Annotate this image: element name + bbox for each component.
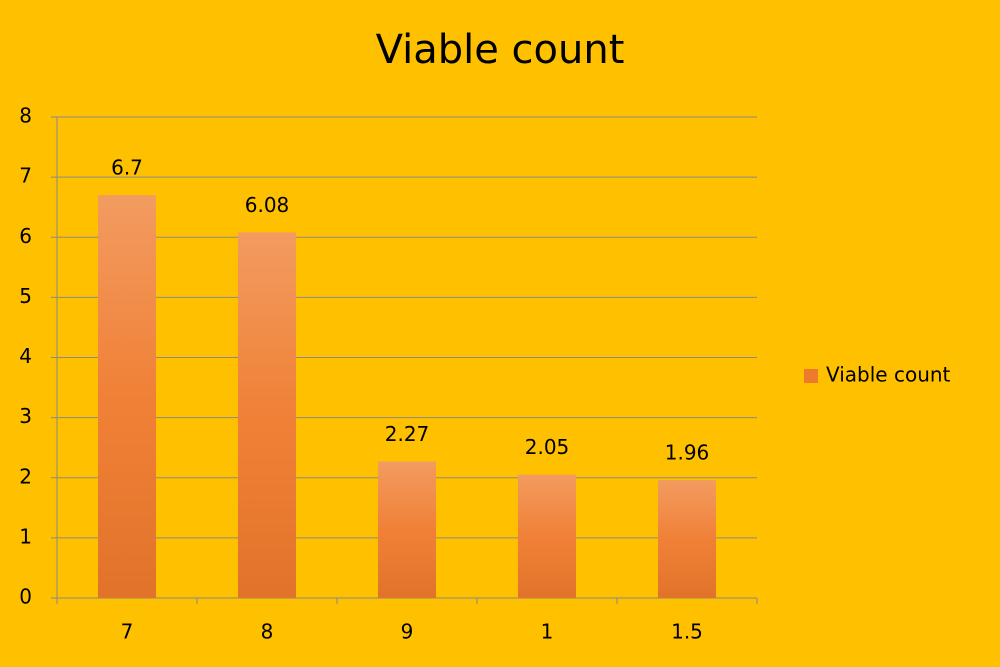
legend-label: Viable count xyxy=(826,363,951,387)
y-tick-label: 2 xyxy=(19,464,32,488)
y-tick-label: 3 xyxy=(19,404,32,428)
y-tick-label: 4 xyxy=(19,344,32,368)
bar-shine xyxy=(98,195,156,598)
x-tick-label: 1 xyxy=(541,620,554,644)
data-label: 6.08 xyxy=(245,193,290,217)
x-tick-label: 1.5 xyxy=(671,620,703,644)
data-label: 2.05 xyxy=(525,435,570,459)
y-tick-label: 8 xyxy=(19,104,32,128)
y-tick-label: 1 xyxy=(19,524,32,548)
bar-shine xyxy=(238,232,296,598)
y-tick-label: 5 xyxy=(19,284,32,308)
y-tick-label: 6 xyxy=(19,224,32,248)
x-tick-label: 8 xyxy=(261,620,274,644)
bar-shine xyxy=(518,474,576,598)
data-label: 1.96 xyxy=(665,441,710,465)
x-tick-label: 9 xyxy=(401,620,414,644)
chart-title: Viable count xyxy=(376,27,625,73)
data-label: 2.27 xyxy=(385,422,430,446)
y-tick-label: 7 xyxy=(19,164,32,188)
data-label: 6.7 xyxy=(111,156,143,180)
bar-shine xyxy=(378,461,436,598)
y-tick-label: 0 xyxy=(19,585,32,609)
x-tick-label: 7 xyxy=(121,620,134,644)
bar-shine xyxy=(658,480,716,598)
legend-swatch xyxy=(804,369,818,383)
